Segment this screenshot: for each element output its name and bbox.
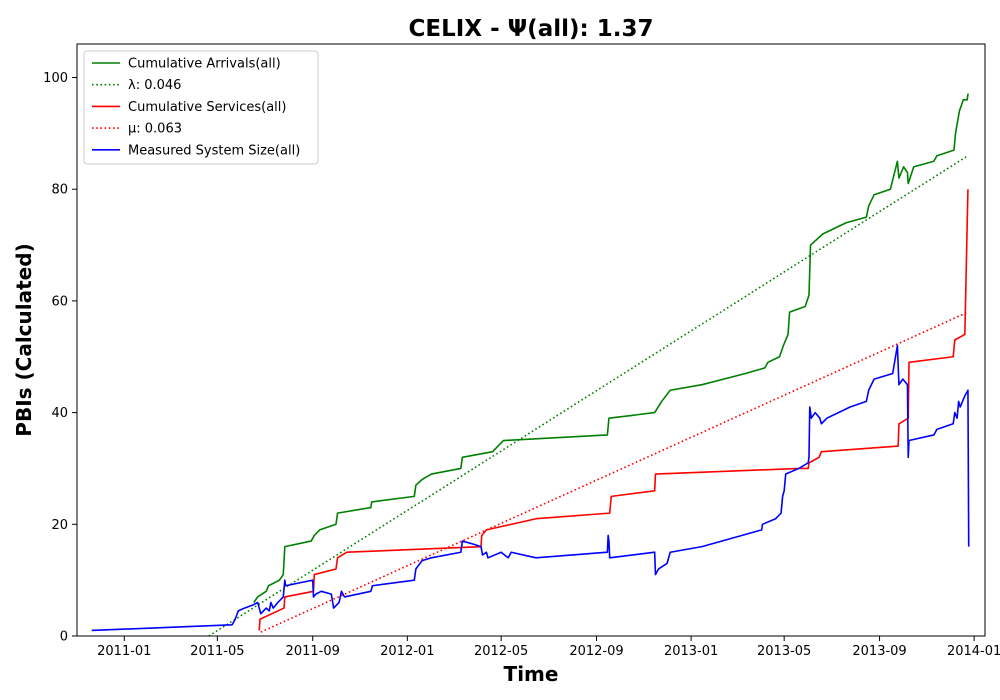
- y-axis-label: PBIs (Calculated): [12, 243, 36, 436]
- x-tick-label: 2013-05: [757, 644, 811, 659]
- legend-label: μ: 0.063: [128, 122, 182, 137]
- x-tick-label: 2011-01: [97, 644, 151, 659]
- x-axis: 2011-01 2011-05 2011-09 2012-01 2012-05 2012-…: [97, 636, 1000, 659]
- chart-title: CELIX - Ψ(all): 1.37: [409, 16, 654, 42]
- legend-label: Cumulative Arrivals(all): [128, 57, 281, 72]
- x-tick-label: 2011-09: [286, 644, 340, 659]
- y-tick-label: 100: [43, 71, 68, 86]
- y-tick-label: 60: [51, 294, 68, 309]
- series-line-1: [208, 155, 969, 636]
- x-tick-label: 2012-01: [380, 644, 434, 659]
- x-tick-label: 2012-05: [474, 644, 528, 659]
- legend-label: Measured System Size(all): [128, 143, 300, 158]
- y-tick-label: 0: [60, 630, 68, 645]
- x-tick-label: 2014-01: [947, 644, 1000, 659]
- x-tick-label: 2012-09: [569, 644, 623, 659]
- series-line-2: [258, 189, 969, 631]
- legend-box: [83, 50, 319, 165]
- series-line-4: [91, 344, 970, 632]
- series-line-3: [260, 311, 969, 633]
- y-axis: 0 20 40 60 80 100: [43, 71, 77, 645]
- legend-label: Cumulative Services(all): [128, 100, 286, 115]
- legend-label: λ: 0.046: [128, 78, 181, 93]
- y-tick-label: 20: [51, 518, 68, 533]
- x-tick-label: 2013-09: [852, 644, 906, 659]
- x-axis-label: Time: [504, 662, 559, 686]
- series-layer: [91, 93, 970, 636]
- x-tick-label: 2011-05: [190, 644, 244, 659]
- x-tick-label: 2013-01: [664, 644, 718, 659]
- y-tick-label: 40: [51, 406, 68, 421]
- y-tick-label: 80: [51, 183, 68, 198]
- series-line-0: [253, 93, 969, 603]
- plot-frame: [76, 43, 986, 637]
- legend: Cumulative Arrivals(all) λ: 0.046 Cumulati…: [83, 50, 319, 165]
